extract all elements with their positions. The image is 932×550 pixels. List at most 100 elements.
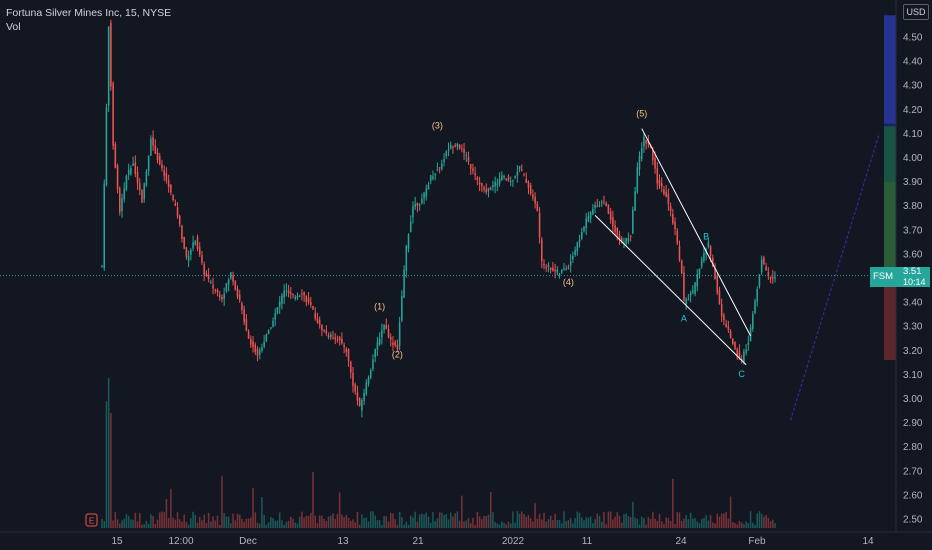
candle: [603, 201, 605, 203]
volume-bar: [536, 518, 539, 528]
candle: [616, 227, 619, 236]
candle: [474, 173, 476, 176]
wave-label: A: [681, 313, 687, 323]
volume-bar: [698, 523, 701, 528]
candle: [765, 266, 767, 271]
volume-bar: [318, 515, 321, 528]
volume-bar: [301, 511, 303, 528]
volume-bar: [507, 521, 510, 528]
candle: [738, 351, 741, 358]
candle: [367, 377, 370, 384]
candle: [221, 296, 223, 300]
volume-bar: [363, 518, 365, 528]
candle: [587, 216, 590, 222]
volume-bar: [161, 511, 163, 528]
volume-bar: [594, 519, 596, 528]
volume-bar: [549, 515, 552, 528]
candle: [321, 325, 323, 331]
volume-bar: [110, 412, 112, 528]
candle: [358, 398, 361, 406]
volume-bar: [467, 517, 470, 528]
volume-bar: [736, 524, 739, 528]
candle: [403, 269, 405, 298]
volume-bar: [281, 520, 283, 528]
volume-bar: [743, 524, 745, 528]
candle: [623, 242, 625, 244]
volume-bar: [647, 517, 650, 528]
candle: [556, 269, 559, 273]
volume-bar: [267, 522, 270, 528]
candle: [361, 400, 363, 411]
volume-bar: [316, 523, 319, 528]
candle: [118, 188, 121, 213]
volume-bar: [283, 524, 285, 528]
candle: [605, 203, 607, 206]
candle: [103, 183, 105, 268]
volume-bar: [496, 523, 499, 528]
price-zones: [884, 15, 896, 360]
currency-button[interactable]: USD: [903, 4, 929, 20]
candle: [680, 260, 683, 274]
candle: [707, 242, 710, 247]
y-tick-label: 3.30: [903, 322, 923, 333]
volume-bar: [156, 519, 159, 528]
volume-bar: [625, 513, 627, 528]
candle: [174, 203, 177, 206]
candle: [572, 256, 574, 260]
candle: [254, 344, 257, 353]
volume-bar: [132, 519, 134, 528]
candle: [469, 164, 472, 169]
volume-bar: [296, 523, 299, 528]
legend-volume: Vol: [6, 21, 21, 33]
volume-bar: [472, 517, 474, 528]
volume-bar: [361, 514, 363, 528]
volume-bar: [147, 523, 150, 528]
wave-label: (3): [432, 121, 443, 131]
volume-bar: [298, 516, 301, 528]
candle: [554, 269, 556, 272]
candle: [501, 175, 503, 181]
y-tick-label: 2.70: [903, 466, 923, 477]
volume-bar: [265, 524, 268, 528]
volume-bar: [172, 517, 174, 528]
y-tick-label: 4.30: [903, 81, 923, 92]
candle: [405, 246, 408, 271]
candle: [134, 162, 137, 174]
candle: [374, 349, 376, 358]
volume-bar: [738, 521, 741, 528]
volume-bar: [643, 518, 645, 528]
candle: [669, 206, 672, 211]
y-tick-label: 3.00: [903, 394, 923, 405]
volume-bar: [218, 524, 221, 528]
y-tick-label: 3.90: [903, 177, 923, 188]
candle: [476, 177, 479, 181]
volume-bar: [554, 513, 556, 528]
candle: [447, 149, 450, 151]
candle: [203, 264, 205, 275]
volume-bar: [707, 520, 710, 528]
volume-bar: [138, 512, 141, 528]
volume-bar: [723, 513, 725, 528]
volume-bar: [521, 511, 523, 528]
volume-bar: [276, 520, 279, 528]
volume-bar: [694, 518, 696, 528]
candle: [758, 274, 761, 287]
candle: [341, 339, 343, 344]
volume-bar: [381, 524, 383, 528]
volume-bar: [552, 520, 554, 528]
volume-bar: [632, 501, 634, 528]
x-tick-label: 15: [111, 536, 123, 547]
volume-bar: [121, 520, 123, 528]
volume-bar: [487, 514, 490, 528]
candle: [545, 266, 548, 269]
volume-bar: [250, 517, 252, 528]
volume-bar: [272, 518, 274, 528]
candle: [536, 203, 539, 211]
volume-bar: [567, 520, 570, 528]
candle: [518, 166, 521, 169]
volume-bar: [234, 520, 237, 528]
candle: [263, 341, 265, 347]
volume-bar: [401, 517, 403, 528]
volume-bar: [725, 512, 727, 528]
